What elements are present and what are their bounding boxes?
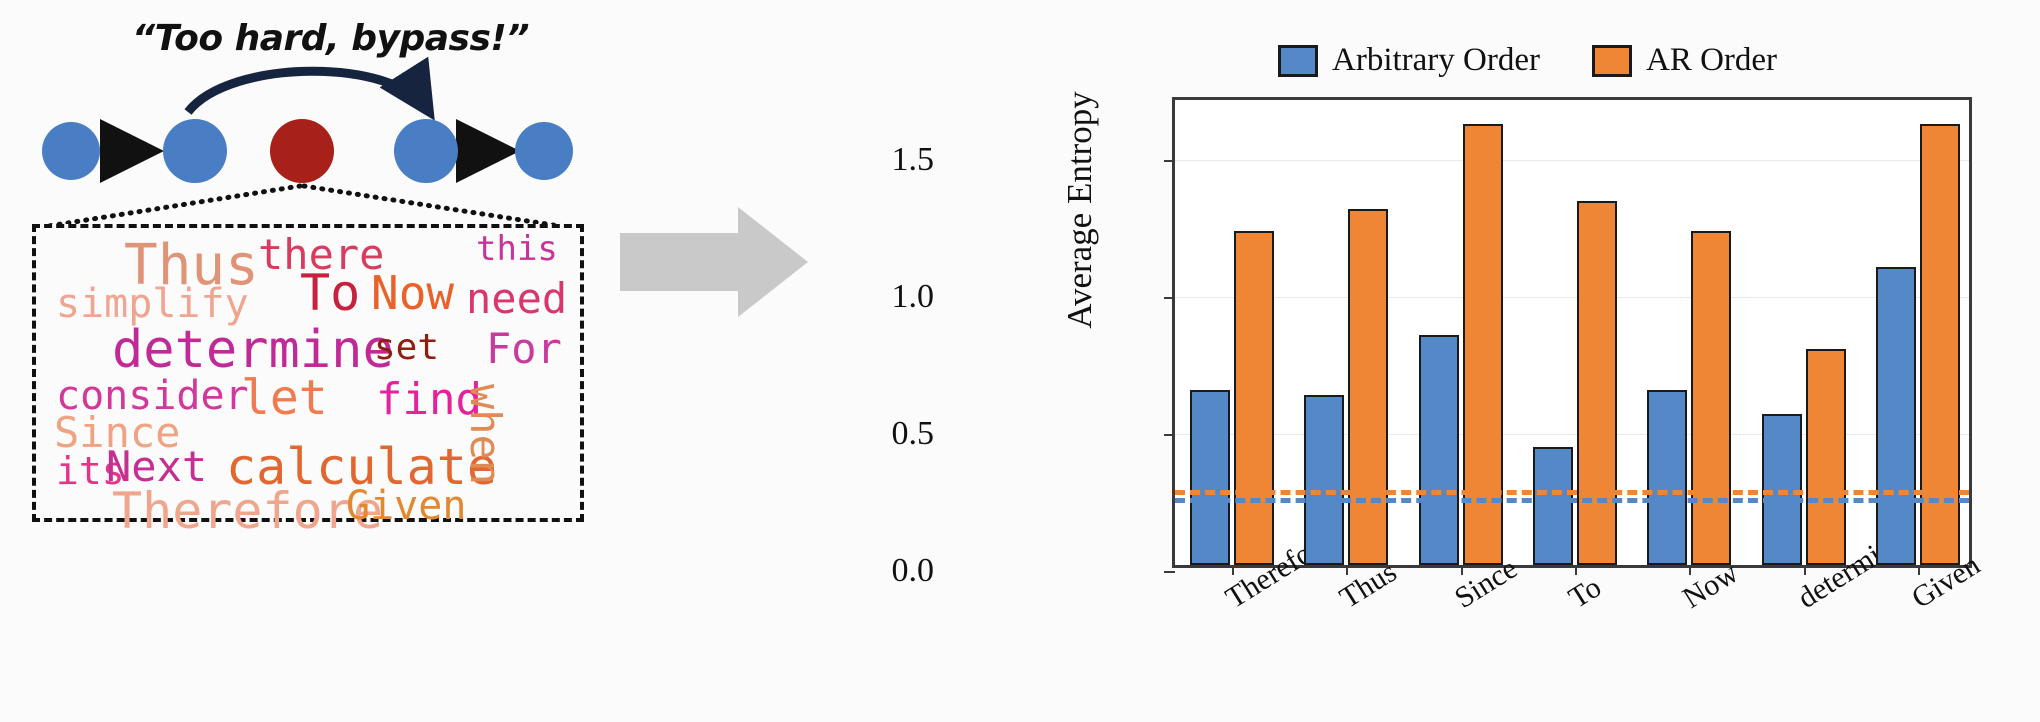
wordcloud-word: simplify — [56, 281, 249, 327]
wordcloud-word: Now — [371, 266, 455, 320]
x-tick-mark — [1917, 565, 1920, 575]
wordcloud-word: its — [56, 449, 125, 493]
wordcloud-word: determine — [112, 320, 394, 380]
x-tick-label: Thus — [1334, 555, 1403, 615]
y-tick-mark — [1164, 434, 1175, 437]
x-tick-mark — [1346, 565, 1349, 575]
wordcloud-word: need — [466, 274, 568, 323]
wordcloud-word: let — [241, 370, 328, 426]
chart-bar — [1761, 414, 1802, 565]
wordcloud-word: find — [376, 374, 482, 425]
wordcloud-word: Thus — [124, 233, 259, 298]
chain-node-5 — [515, 122, 573, 180]
wordcloud-word: For — [486, 324, 562, 373]
chart-bar — [1234, 230, 1275, 565]
y-tick-label: 1.0 — [891, 278, 935, 316]
wordcloud-word: Therefore — [112, 482, 383, 540]
chart-bar — [1805, 348, 1846, 565]
x-tick-mark — [1575, 565, 1577, 575]
wordcloud-word: To — [300, 264, 361, 322]
chart-bar — [1875, 266, 1916, 565]
legend-item-ar-order: AR Order — [1592, 42, 1777, 79]
chart-legend: Arbitrary Order AR Order — [1278, 42, 1777, 79]
x-tick-mark — [1803, 565, 1806, 575]
bypass-quote-label: “Too hard, bypass!” — [132, 18, 530, 59]
entropy-bar-chart-panel: Arbitrary Order AR Order Average Entropy… — [892, 0, 2040, 722]
y-gridline — [1175, 160, 1969, 162]
legend-swatch-arbitrary-order — [1278, 44, 1318, 77]
wordcloud-word: set — [374, 327, 440, 368]
wordcloud-word: Given — [346, 483, 467, 529]
legend-swatch-ar-order — [1592, 44, 1632, 77]
chart-bar — [1418, 334, 1459, 565]
legend-label-ar-order: AR Order — [1646, 42, 1778, 78]
y-tick-label: 0.0 — [891, 552, 935, 589]
wordcloud-word: Since — [54, 408, 181, 457]
chain-node-bypassed — [270, 119, 334, 183]
wordcloud-word: when — [461, 384, 510, 486]
y-gridline — [1175, 434, 1969, 436]
wordcloud-word: this — [476, 229, 558, 269]
y-axis-label: Average Entropy — [1060, 91, 1099, 329]
y-tick-mark — [1164, 160, 1175, 163]
x-tick-mark — [1689, 565, 1692, 575]
chain-node-2 — [163, 119, 227, 183]
legend-item-arbitrary-order: Arbitrary Order — [1278, 42, 1540, 79]
chart-bar — [1691, 230, 1732, 565]
y-tick-label: 0.5 — [891, 415, 935, 453]
plot-area: 0.0 0.5 1.0 1.5 Therefore Thus Since To Now deter… — [892, 97, 1986, 615]
bypass-diagram-panel: “Too hard, bypass!” — [0, 0, 1000, 722]
chart-bar — [1190, 389, 1231, 565]
wordcloud-word: there — [258, 230, 385, 279]
reference-line — [1175, 490, 1969, 496]
x-tick-label: Now — [1677, 556, 1745, 615]
wordcloud-box: Thus there this simplify To Now need determine s… — [32, 224, 584, 536]
chart-bar — [1304, 395, 1345, 565]
wordcloud-word: Next — [106, 442, 208, 491]
x-tick-mark — [1232, 565, 1235, 575]
reference-line — [1175, 497, 1969, 503]
y-tick-mark — [1164, 297, 1175, 300]
chart-bar — [1348, 209, 1389, 565]
x-tick-mark — [1460, 565, 1463, 575]
wordcloud-word: calculate — [226, 438, 497, 496]
chain-node-4 — [394, 119, 458, 183]
chart-bar — [1577, 200, 1617, 565]
transition-arrow-icon — [620, 207, 808, 317]
y-gridline — [1175, 297, 1969, 299]
y-tick-label: 1.5 — [891, 141, 935, 179]
chart-bar — [1533, 447, 1573, 565]
chart-bar — [1647, 389, 1688, 565]
wordcloud-word: consider — [56, 373, 249, 419]
x-tick-label: To — [1563, 570, 1607, 615]
legend-label-arbitrary-order: Arbitrary Order — [1332, 42, 1540, 78]
chain-node-1 — [42, 122, 100, 180]
y-tick-mark — [1164, 571, 1175, 573]
